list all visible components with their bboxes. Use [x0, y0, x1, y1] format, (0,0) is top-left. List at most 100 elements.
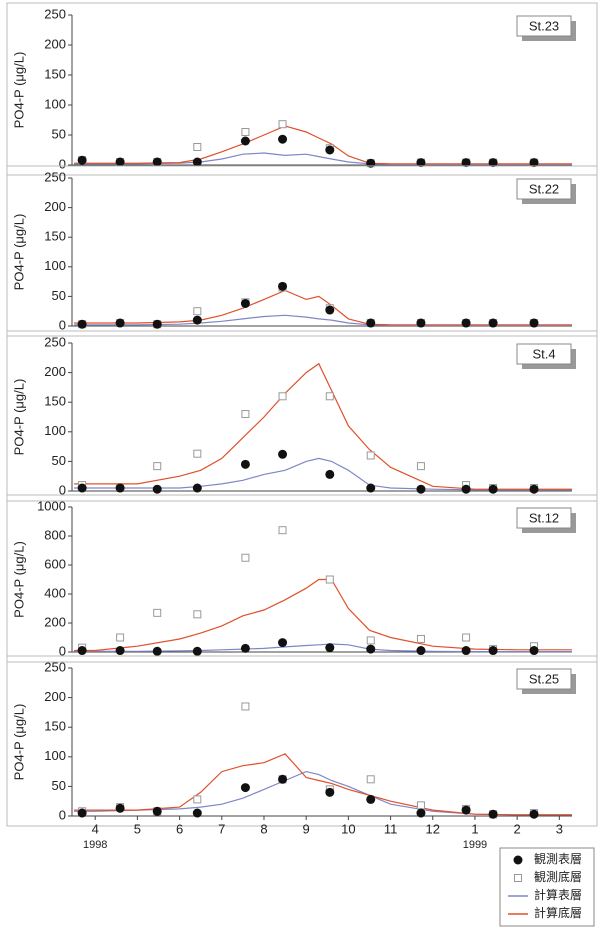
- legend-swatch: [513, 855, 523, 865]
- model-line: [74, 770, 572, 816]
- panel-frame: [6, 165, 598, 337]
- observed-point: [240, 136, 250, 146]
- observed-point: [240, 299, 250, 309]
- observed-point: [488, 318, 498, 328]
- model-line: [74, 289, 572, 326]
- legend-label: 観測表層: [534, 852, 582, 866]
- y-tick-label: 200: [44, 199, 66, 214]
- y-tick-label: 150: [44, 229, 66, 244]
- station-box: [516, 343, 572, 365]
- model-line: [74, 753, 572, 816]
- panel-frame: [6, 330, 598, 502]
- observed-point: [192, 808, 202, 818]
- x-tick-label: 2: [514, 821, 521, 836]
- observed-point: [192, 646, 202, 656]
- y-tick-label: 100: [44, 748, 66, 763]
- model-line: [74, 125, 572, 165]
- x-tick-label: 5: [134, 821, 141, 836]
- observed-point: [278, 449, 288, 459]
- y-tick-label: 250: [44, 6, 66, 21]
- y-tick-label: 0: [59, 156, 66, 171]
- observed-point: [115, 803, 125, 813]
- panel-frame: [6, 2, 598, 176]
- observed-point: [529, 484, 539, 494]
- observed-point: [278, 120, 287, 129]
- observed-point: [152, 646, 162, 656]
- y-tick-label: 50: [52, 288, 66, 303]
- observed-point: [193, 610, 202, 619]
- observed-point: [416, 634, 425, 643]
- observed-point: [461, 158, 471, 168]
- observed-point: [278, 392, 287, 401]
- observed-point: [488, 809, 498, 819]
- y-axis-label: PO4-P (μg/L): [11, 214, 26, 291]
- observed-point: [325, 787, 335, 797]
- y-tick-label: 50: [52, 453, 66, 468]
- observed-point: [278, 526, 287, 535]
- observed-point: [461, 646, 471, 656]
- observed-point: [416, 801, 425, 810]
- observed-point: [325, 145, 335, 155]
- observed-point: [278, 281, 288, 291]
- observed-point: [116, 633, 125, 642]
- observed-point: [278, 638, 288, 648]
- x-tick-label: 11: [384, 821, 398, 836]
- observed-point: [152, 484, 162, 494]
- observed-point: [192, 157, 202, 167]
- observed-point: [77, 483, 87, 493]
- observed-point: [152, 157, 162, 167]
- legend-label: 観測底層: [534, 869, 582, 884]
- observed-point: [153, 462, 162, 471]
- y-tick-label: 0: [59, 482, 66, 497]
- y-axis-label: PO4-P (μg/L): [11, 52, 26, 129]
- y-tick-label: 250: [44, 659, 66, 674]
- model-line: [74, 457, 572, 491]
- y-tick-label: 150: [44, 394, 66, 409]
- observed-point: [115, 318, 125, 328]
- model-line: [74, 643, 572, 653]
- station-label: St.4: [532, 346, 555, 361]
- observed-point: [366, 775, 375, 784]
- observed-point: [240, 643, 250, 653]
- observed-point: [416, 158, 426, 168]
- observed-point: [192, 483, 202, 493]
- model-line: [74, 578, 572, 652]
- observed-point: [416, 808, 426, 818]
- model-line: [74, 362, 572, 490]
- y-tick-label: 250: [44, 169, 66, 184]
- y-tick-label: 200: [44, 614, 66, 629]
- station-box: [516, 15, 572, 37]
- observed-point: [241, 128, 250, 136]
- y-tick-label: 400: [44, 585, 66, 600]
- observed-point: [366, 636, 375, 645]
- observed-point: [416, 646, 426, 656]
- y-tick-label: 800: [44, 527, 66, 542]
- observed-point: [152, 319, 162, 329]
- y-tick-label: 50: [52, 778, 66, 793]
- observed-point: [193, 307, 202, 316]
- observed-point: [529, 809, 539, 819]
- observed-point: [366, 451, 375, 460]
- y-tick-label: 100: [44, 258, 66, 273]
- observed-point: [193, 143, 202, 151]
- observed-point: [488, 158, 498, 168]
- panel: 0 50 100 150 200 250 PO4-P (μg/L) St.4: [6, 330, 598, 502]
- observed-point: [366, 158, 376, 168]
- observed-point: [152, 806, 162, 816]
- observed-point: [278, 774, 288, 784]
- observed-point: [241, 553, 250, 562]
- observed-point: [529, 318, 539, 328]
- station-label: St.12: [529, 510, 559, 525]
- observed-point: [192, 315, 202, 325]
- y-axis-label: PO4-P (μg/L): [11, 704, 26, 781]
- observed-point: [416, 318, 426, 328]
- observed-point: [461, 318, 471, 328]
- observed-point: [278, 134, 288, 144]
- observed-point: [241, 410, 250, 419]
- observed-point: [115, 483, 125, 493]
- observed-point: [241, 702, 250, 711]
- observed-point: [461, 484, 471, 494]
- y-tick-label: 250: [44, 334, 66, 349]
